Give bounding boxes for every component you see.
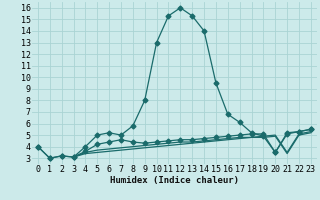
X-axis label: Humidex (Indice chaleur): Humidex (Indice chaleur) [110, 176, 239, 185]
